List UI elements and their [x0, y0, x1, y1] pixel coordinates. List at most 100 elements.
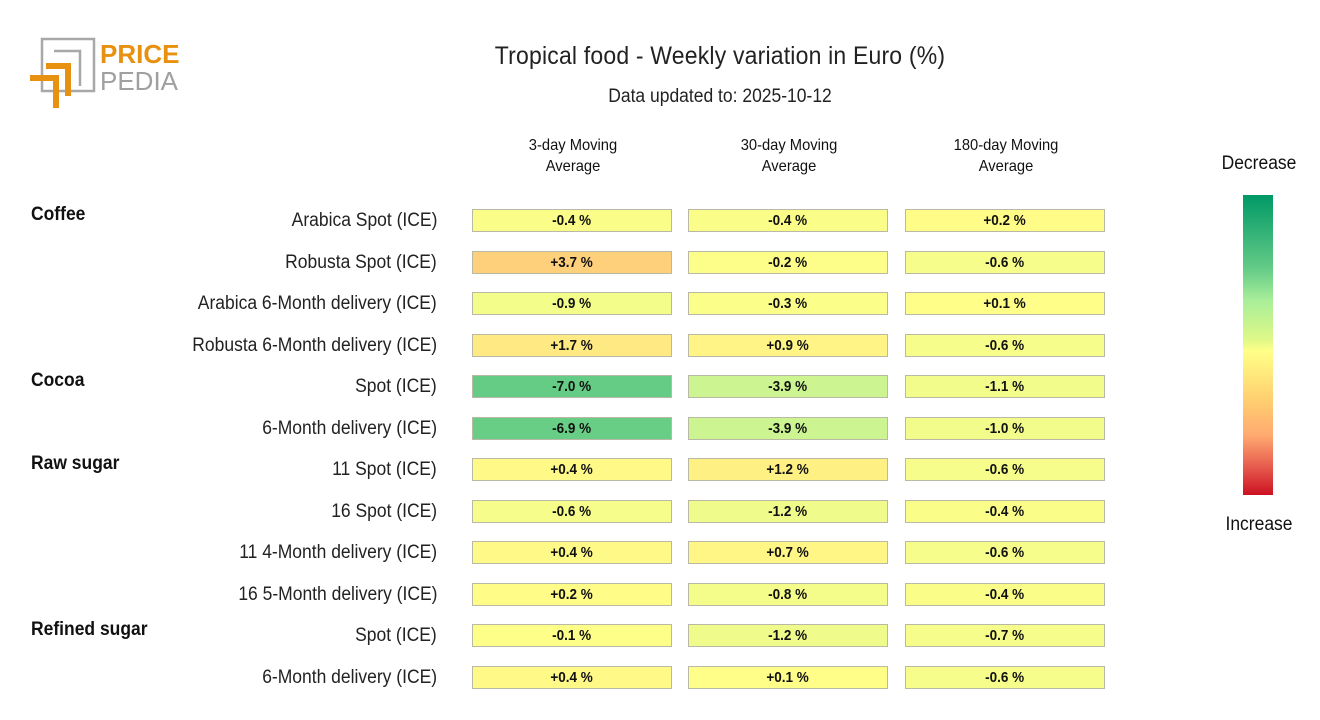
heatmap-cell: -0.4 % — [905, 499, 1105, 523]
cell-value: -7.0 % — [552, 378, 592, 395]
svg-text:PEDIA: PEDIA — [100, 66, 179, 96]
cell-value: -0.4 % — [985, 585, 1025, 603]
heatmap-cell: +0.4 % — [472, 458, 672, 481]
cell-value: -0.6 % — [985, 668, 1025, 686]
cell-value: +0.4 % — [550, 461, 594, 478]
cell-value: -0.7 % — [985, 627, 1025, 644]
cell-value: -0.4 % — [552, 212, 592, 229]
heatmap-cell: -0.6 % — [905, 665, 1105, 689]
cell-value: -6.9 % — [552, 419, 592, 437]
heatmap-cell: -0.6 % — [905, 458, 1105, 481]
heatmap-cell: -0.7 % — [905, 624, 1105, 647]
heatmap-cell: -0.2 % — [688, 250, 888, 274]
heatmap-cell: -1.2 % — [688, 499, 888, 523]
cell-value: +1.2 % — [766, 461, 810, 478]
row-label: Arabica Spot (ICE) — [291, 210, 437, 231]
legend-decrease-label: Decrease — [1221, 153, 1297, 174]
heatmap-cell: -1.0 % — [905, 416, 1105, 440]
cell-value: +0.2 % — [550, 585, 594, 603]
cell-value: +3.7 % — [550, 253, 594, 271]
cell-value: -3.9 % — [768, 419, 808, 437]
heatmap-cell: -0.9 % — [472, 292, 672, 315]
column-header-line: 30-day Moving — [740, 137, 838, 154]
cell-value: -0.4 % — [768, 212, 808, 229]
heatmap-cell: -0.4 % — [688, 209, 888, 232]
row-label: 11 4-Month delivery (ICE) — [239, 542, 437, 563]
cell-value: -0.1 % — [552, 627, 592, 644]
cell-value: -1.1 % — [985, 378, 1025, 395]
cell-value: +0.4 % — [550, 668, 594, 686]
cell-value: -1.0 % — [985, 419, 1025, 437]
heatmap-cell: -6.9 % — [472, 416, 672, 440]
row-label: Robusta 6-Month delivery (ICE) — [192, 334, 437, 356]
heatmap-cell: +0.9 % — [688, 333, 888, 357]
cell-value: +0.7 % — [766, 544, 810, 561]
heatmap-cell: +0.1 % — [905, 292, 1105, 315]
heatmap-cell: -0.6 % — [905, 333, 1105, 357]
row-label: Arabica 6-Month delivery (ICE) — [198, 293, 437, 314]
heatmap-cell: -0.6 % — [905, 250, 1105, 274]
heatmap-cell: +0.4 % — [472, 665, 672, 689]
heatmap-cell: -3.9 % — [688, 375, 888, 398]
cell-value: -0.6 % — [985, 336, 1025, 354]
heatmap-cell: -0.8 % — [688, 582, 888, 606]
heatmap-cell: +1.7 % — [472, 333, 672, 357]
cell-value: -3.9 % — [768, 378, 808, 395]
cell-value: -0.6 % — [985, 253, 1025, 271]
row-label: 6-Month delivery (ICE) — [262, 417, 437, 439]
heatmap-cell: +0.7 % — [688, 541, 888, 564]
legend-color-scale — [1243, 195, 1273, 495]
group-label: Refined sugar — [31, 619, 148, 640]
column-header-line: 3-day Moving — [528, 137, 618, 154]
column-header: 3-day Moving Average — [480, 135, 666, 177]
group-label: Cocoa — [31, 370, 85, 391]
heatmap-cell: -0.1 % — [472, 624, 672, 647]
heatmap-cell: -7.0 % — [472, 375, 672, 398]
heatmap-cell: -0.4 % — [905, 582, 1105, 606]
cell-value: -0.2 % — [768, 253, 808, 271]
group-label: Coffee — [31, 204, 86, 225]
cell-value: +0.1 % — [983, 295, 1027, 312]
heatmap-cell: +3.7 % — [472, 250, 672, 274]
row-label: Spot (ICE) — [355, 625, 437, 646]
heatmap-cell: +1.2 % — [688, 458, 888, 481]
cell-value: -0.4 % — [985, 502, 1025, 520]
heatmap-cell: +0.2 % — [905, 209, 1105, 232]
cell-value: -1.2 % — [768, 502, 808, 520]
column-header-line: 180-day Moving — [953, 137, 1059, 154]
cell-value: -0.6 % — [985, 461, 1025, 478]
heatmap-cell: +0.4 % — [472, 541, 672, 564]
svg-text:PRICE: PRICE — [100, 39, 179, 69]
chart-title: Tropical food - Weekly variation in Euro… — [494, 42, 946, 70]
column-header-line: Average — [978, 158, 1034, 175]
legend-increase-label: Increase — [1225, 514, 1293, 535]
row-label: 11 Spot (ICE) — [332, 459, 437, 480]
pricepedia-logo: PRICE PEDIA — [30, 37, 179, 108]
heatmap-cell: +0.1 % — [688, 665, 888, 689]
column-header: 180-day Moving Average — [913, 135, 1099, 177]
cell-value: -0.3 % — [768, 295, 808, 312]
cell-value: +0.2 % — [983, 212, 1027, 229]
cell-value: -0.6 % — [985, 544, 1025, 561]
cell-value: +0.9 % — [766, 336, 810, 354]
heatmap-cell: -0.6 % — [472, 499, 672, 523]
cell-value: +1.7 % — [550, 336, 594, 354]
row-label: 16 5-Month delivery (ICE) — [237, 583, 437, 605]
cell-value: +0.4 % — [550, 544, 594, 561]
row-label: Spot (ICE) — [355, 376, 437, 397]
cell-value: -1.2 % — [768, 627, 808, 644]
row-label: 6-Month delivery (ICE) — [262, 666, 437, 688]
column-header: 30-day Moving Average — [696, 135, 882, 177]
heatmap-cell: -1.2 % — [688, 624, 888, 647]
column-header-line: Average — [545, 158, 601, 175]
cell-value: -0.9 % — [552, 295, 592, 312]
heatmap-cell: -0.3 % — [688, 292, 888, 315]
heatmap-cell: -0.6 % — [905, 541, 1105, 564]
cell-value: +0.1 % — [766, 668, 810, 686]
cell-value: -0.8 % — [768, 585, 808, 603]
heatmap-cell: -1.1 % — [905, 375, 1105, 398]
group-label: Raw sugar — [31, 453, 120, 474]
chart-subtitle: Data updated to: 2025-10-12 — [608, 86, 832, 107]
heatmap-cell: +0.2 % — [472, 582, 672, 606]
column-header-line: Average — [761, 158, 817, 175]
